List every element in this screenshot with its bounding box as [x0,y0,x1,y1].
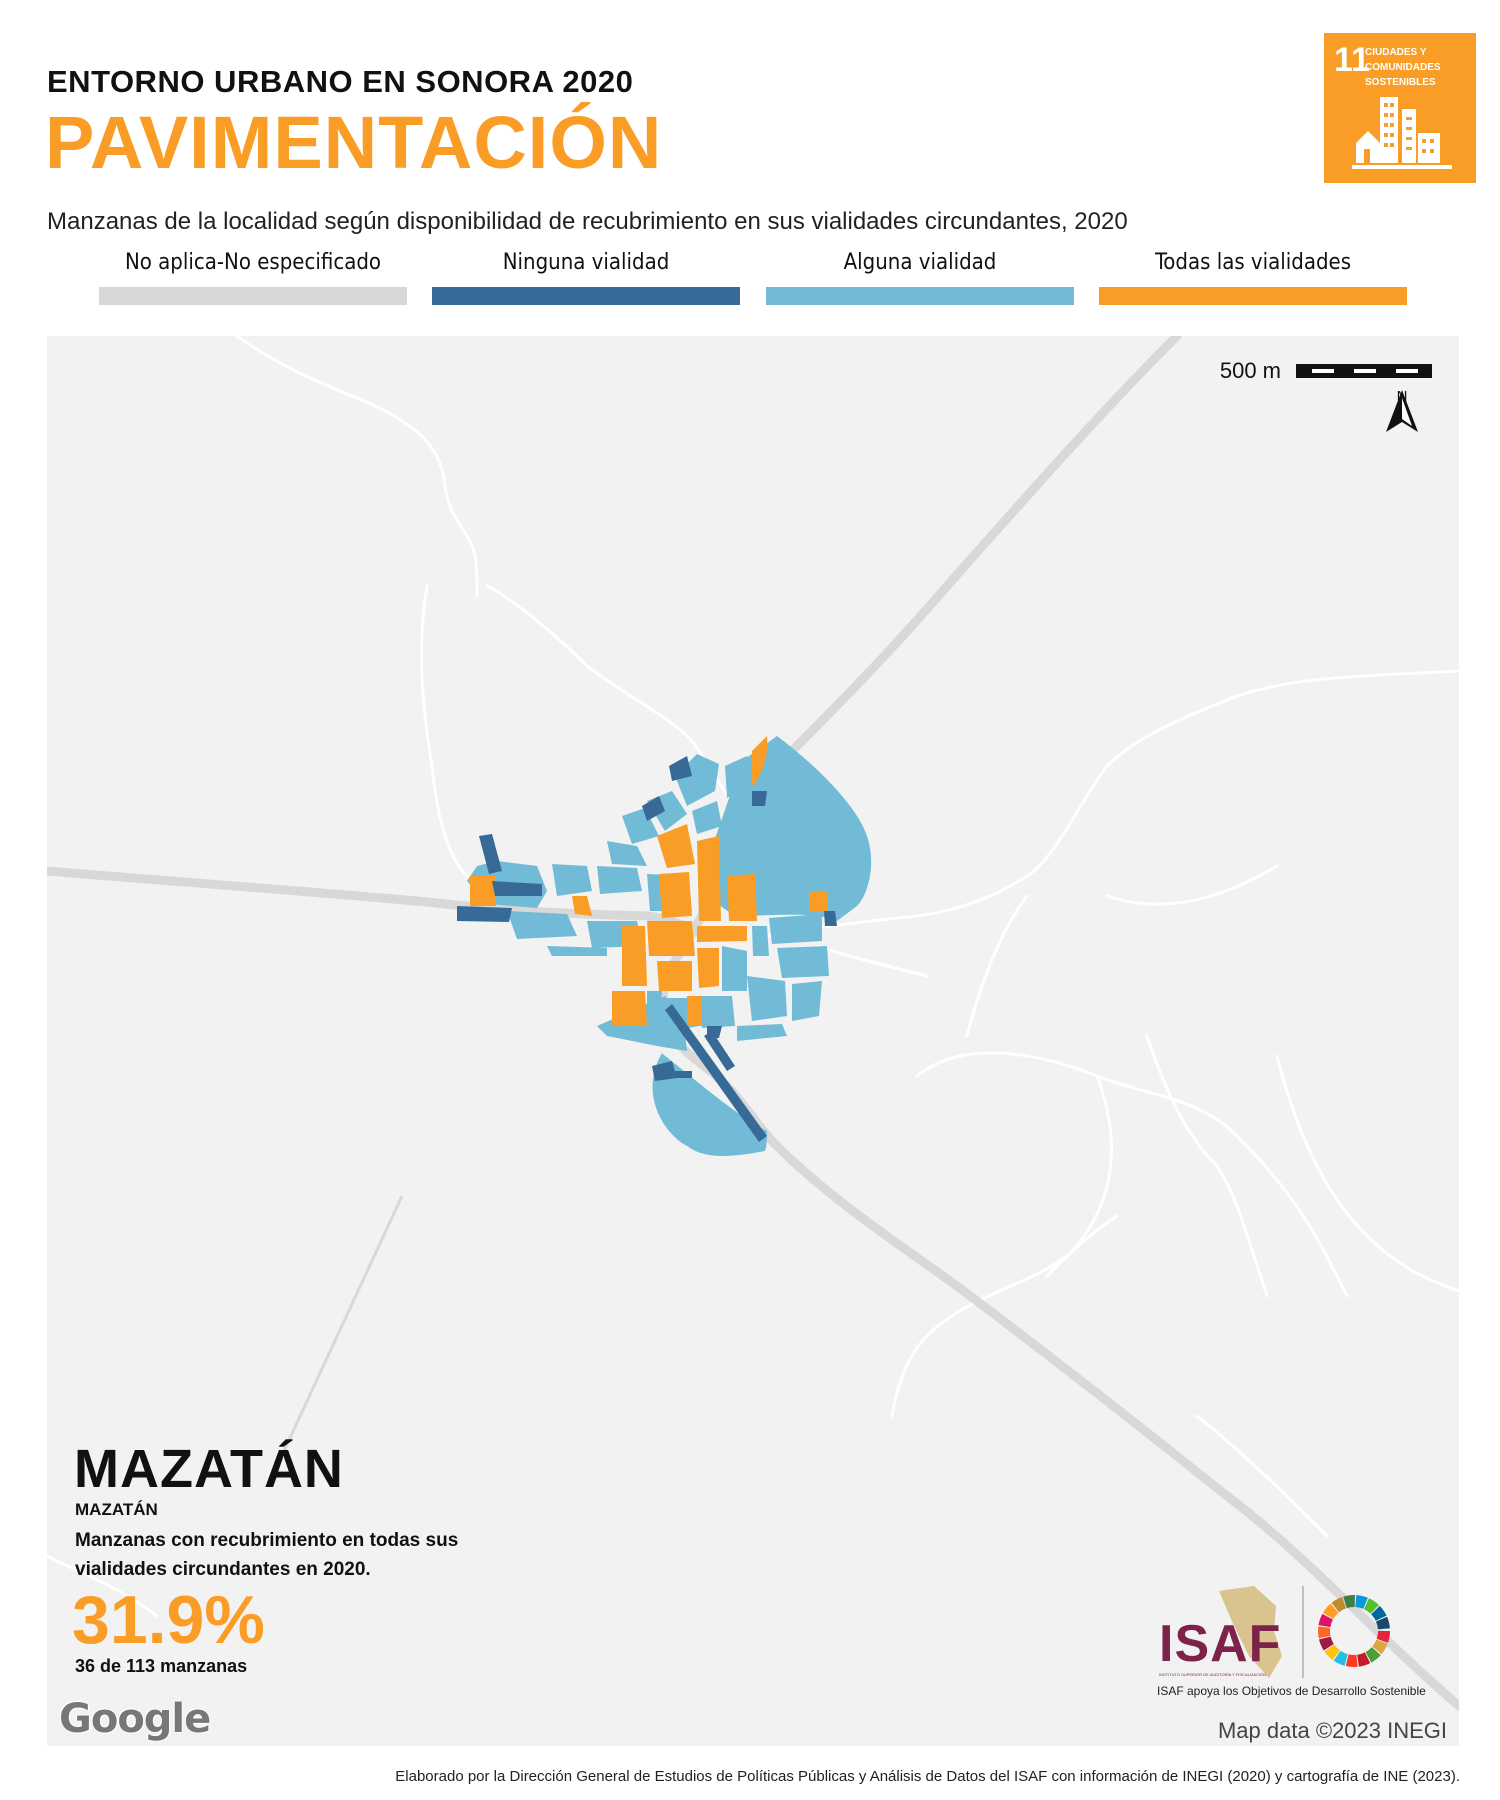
block-ninguna [479,834,502,874]
block-todas [657,824,695,868]
block-ninguna [824,911,837,926]
block-ninguna [457,906,512,922]
metric-count: 36 de 113 manzanas [75,1656,248,1676]
block-alguna [507,911,577,939]
minor-road-gray [275,1195,404,1467]
block-ninguna [642,796,665,821]
block-ninguna [704,1031,735,1071]
block-todas [657,961,692,991]
block-ninguna [652,1061,677,1081]
block-alguna [547,946,607,956]
scale-label: 500 m [1219,358,1281,383]
block-todas [697,948,719,988]
locality-name: MAZATÁN [75,1500,158,1519]
block-alguna [752,926,769,956]
isaf-wordmark: ISAF [1159,1615,1282,1673]
block-alguna [552,864,592,896]
legend-swatch [99,287,407,305]
block-alguna [792,981,822,1021]
block-alguna [737,1024,787,1041]
google-logo: Google [59,1696,211,1742]
north-arrow-icon: N [1382,388,1422,454]
block-alguna [747,976,787,1021]
page-title: PAVIMENTACIÓN [45,101,663,184]
block-ninguna [492,881,542,896]
block-alguna [692,801,722,834]
block-alguna [725,756,752,798]
minor-roads [47,336,1459,1618]
block-todas [470,876,496,906]
block-todas [752,736,768,786]
block-todas [659,872,692,918]
municipality-name: MAZATÁN [74,1439,344,1499]
block-alguna [597,866,642,894]
highway [47,336,1459,1711]
block-alguna [777,946,829,978]
block-alguna [607,841,647,866]
block-todas [697,836,721,921]
map-subtitle: Manzanas de la localidad según disponibi… [47,208,1128,235]
block-todas [727,874,757,921]
legend-item-alguna: Alguna vialidad [766,250,1074,305]
block-alguna [702,996,735,1028]
block-ninguna [665,1004,767,1142]
isaf-logo: ISAF INSTITUTO SUPERIOR DE AUDITORÍA Y F… [1159,1586,1429,1696]
logo-divider [1302,1586,1304,1678]
city-buildings-icon [1352,97,1452,169]
supertitle: ENTORNO URBANO EN SONORA 2020 [47,64,634,99]
block-alguna [622,808,659,844]
legend-swatch [766,287,1074,305]
legend-swatch [1099,287,1407,305]
sdg-number: 11 [1334,41,1370,79]
block-alguna [769,914,822,944]
isaf-tagline: ISAF apoya los Objetivos de Desarrollo S… [1157,1684,1426,1698]
block-alguna [702,736,872,921]
block-todas [687,996,702,1026]
metric-value: 31.9% [72,1582,265,1658]
legend-label: Todas las vialidades [1154,250,1352,275]
block-todas [809,891,827,911]
map-canvas [47,336,1459,1711]
block-ninguna [752,791,767,806]
block-todas [622,926,647,986]
block-ninguna [669,756,692,781]
map-credit: Map data ©2023 INEGI [1217,1718,1447,1743]
footer-credit: Elaborado por la Dirección General de Es… [395,1768,1460,1785]
block-todas [647,921,695,956]
legend-label: No aplica-No especificado [124,250,382,275]
urban-blocks [457,736,872,1156]
scale-bar [1296,364,1432,378]
sdg-text: CIUDADES Y COMUNIDADES SOSTENIBLES [1365,47,1441,88]
legend-item-todas: Todas las vialidades [1099,250,1407,305]
metric-label: Manzanas con recubrimiento en todas sus … [75,1530,459,1580]
map-panel[interactable]: 500 m N MAZATÁN MAZATÁN Manzanas con rec… [47,336,1459,1746]
legend-label: Alguna vialidad [843,250,997,275]
legend-item-ninguna: Ninguna vialidad [432,250,740,305]
block-alguna [647,991,662,1026]
block-todas [572,896,592,916]
block-alguna [722,946,747,991]
block-todas [697,926,747,942]
sonora-map-icon [1219,1586,1282,1678]
sdg-wheel-icon [1318,1595,1390,1667]
sdg-11-badge: 11 CIUDADES Y COMUNIDADES SOSTENIBLES [1324,33,1476,183]
legend-item-no-aplica: No aplica-No especificado [99,250,407,305]
legend-swatch [432,287,740,305]
legend-label: Ninguna vialidad [502,250,670,275]
isaf-subtext: INSTITUTO SUPERIOR DE AUDITORÍA Y FISCAL… [1159,1672,1267,1677]
block-todas [612,991,647,1026]
